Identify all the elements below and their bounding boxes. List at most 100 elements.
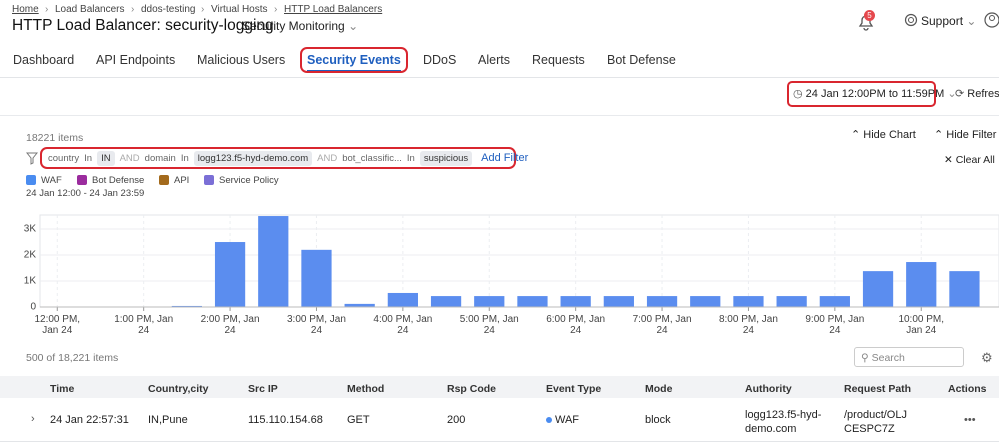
- breadcrumb-item[interactable]: Load Balancers: [55, 4, 125, 15]
- hide-filter[interactable]: ⌃ Hide Filter: [934, 129, 997, 141]
- hide-chart-label: Hide Chart: [863, 129, 916, 141]
- settings-icon[interactable]: ⚙: [981, 350, 993, 365]
- x-tick-label: 5:00 PM, Jan 24: [459, 314, 519, 336]
- breadcrumb-item[interactable]: ddos-testing: [141, 4, 196, 15]
- view-dropdown[interactable]: Security Monitoring ⌄: [242, 19, 359, 33]
- filter-bar: country In IN AND domain In logg123.f5-hyd-dem…: [40, 147, 528, 169]
- column-header: Mode: [645, 383, 673, 395]
- bar: [474, 296, 505, 307]
- x-tick-label: 8:00 PM, Jan 24: [718, 314, 778, 336]
- highlight-box: [300, 47, 408, 73]
- filter-icon: [26, 152, 38, 165]
- cell: IN,Pune: [148, 414, 188, 426]
- filter-value[interactable]: IN: [97, 150, 115, 166]
- table-count: 500 of 18,221 items: [26, 352, 119, 364]
- add-filter[interactable]: Add Filter: [481, 152, 529, 164]
- y-tick-label: 0: [30, 302, 36, 313]
- column-header: Rsp Code: [447, 383, 497, 395]
- legend-checkbox[interactable]: [26, 175, 36, 185]
- page-title: HTTP Load Balancer: security-logging: [12, 17, 274, 34]
- legend-checkbox[interactable]: [159, 175, 169, 185]
- cell: logg123.f5-hyd-demo.com: [745, 409, 822, 435]
- tab[interactable]: Security Events: [307, 53, 401, 67]
- table-header: [0, 376, 999, 398]
- bar: [906, 262, 937, 307]
- hide-filter-label: Hide Filter: [946, 129, 997, 141]
- bar: [258, 216, 289, 307]
- hide-chart[interactable]: ⌃ Hide Chart: [851, 129, 916, 141]
- column-header: Event Type: [546, 383, 602, 395]
- bar: [560, 296, 591, 307]
- support-menu[interactable]: Support ⌄: [921, 14, 977, 28]
- tab[interactable]: Alerts: [478, 53, 510, 67]
- filter-joiner: AND: [317, 152, 338, 164]
- bar: [949, 271, 980, 307]
- refresh-button[interactable]: ⟳ Refresh: [955, 87, 999, 100]
- legend-checkbox[interactable]: [204, 175, 214, 185]
- y-tick-label: 1K: [24, 276, 37, 287]
- tab[interactable]: DDoS: [423, 53, 457, 67]
- legend-label: Service Policy: [219, 175, 279, 186]
- bar: [862, 271, 894, 307]
- support-label: Support: [921, 14, 964, 28]
- bar: [646, 296, 678, 307]
- filter-value[interactable]: logg123.f5-hyd-demo.com: [193, 150, 313, 166]
- filter-value[interactable]: suspicious: [419, 150, 473, 166]
- cell[interactable]: •••: [964, 414, 976, 426]
- breadcrumb-item[interactable]: HTTP Load Balancers: [284, 4, 383, 15]
- x-tick-label: 4:00 PM, Jan 24: [373, 314, 433, 336]
- breadcrumb-separator: ›: [131, 4, 135, 15]
- time-range: 24 Jan 12:00PM to 11:59PM: [805, 88, 945, 100]
- legend-checkbox[interactable]: [77, 175, 87, 185]
- bar: [776, 296, 807, 307]
- column-header: Method: [347, 383, 385, 395]
- expand-row[interactable]: ›: [31, 413, 35, 425]
- y-tick-label: 3K: [24, 224, 37, 235]
- notification-badge: 5: [864, 10, 875, 21]
- breadcrumb-item[interactable]: Home: [12, 4, 39, 15]
- tab[interactable]: API Endpoints: [96, 53, 176, 67]
- legend-label: Bot Defense: [92, 175, 145, 186]
- x-tick-label: 2:00 PM, Jan 24: [200, 314, 260, 336]
- breadcrumb-item[interactable]: Virtual Hosts: [211, 4, 268, 15]
- filter-op: In: [406, 152, 415, 164]
- x-tick-label: 6:00 PM, Jan 24: [546, 314, 606, 336]
- cell: block: [645, 414, 671, 426]
- legend-label: WAF: [41, 175, 62, 186]
- tab[interactable]: Malicious Users: [197, 53, 286, 67]
- filter-key: bot_classific...: [342, 152, 402, 164]
- item-count: 18221 items: [26, 132, 84, 144]
- y-tick-label: 2K: [24, 250, 37, 261]
- refresh-label: Refresh: [967, 88, 999, 100]
- filter-key: country: [48, 152, 80, 164]
- cell: WAF: [555, 414, 580, 426]
- user-icon[interactable]: [983, 11, 999, 29]
- breadcrumb-separator: ›: [274, 4, 278, 15]
- filter-op: In: [180, 152, 189, 164]
- tab[interactable]: Dashboard: [13, 53, 75, 67]
- legend-label: API: [174, 175, 190, 186]
- search-box[interactable]: ⚲ Search: [854, 347, 964, 367]
- bar: [690, 296, 721, 307]
- panel-border: [0, 115, 999, 116]
- bar: [517, 296, 548, 307]
- filter-joiner: AND: [119, 152, 140, 164]
- cell: GET: [347, 414, 370, 426]
- column-header: Actions: [948, 383, 987, 395]
- clear-all[interactable]: ✕ Clear All: [944, 154, 995, 166]
- bar: [430, 296, 462, 307]
- x-tick-label: 12:00 PM, Jan 24: [34, 314, 81, 336]
- filter-key: domain: [144, 152, 176, 164]
- bar: [603, 296, 634, 307]
- tab[interactable]: Requests: [532, 53, 585, 67]
- bar: [214, 242, 246, 307]
- tab[interactable]: Bot Defense: [607, 53, 676, 67]
- breadcrumb-separator: ›: [45, 4, 49, 15]
- support-icon: [904, 13, 918, 27]
- chart-range: 24 Jan 12:00 - 24 Jan 23:59: [26, 188, 145, 199]
- x-tick-label: 3:00 PM, Jan 24: [286, 314, 346, 336]
- x-tick-label: 7:00 PM, Jan 24: [632, 314, 692, 336]
- time-range-picker[interactable]: ◷ 24 Jan 12:00PM to 11:59PM ⌄: [787, 81, 957, 107]
- filter-op: In: [84, 152, 93, 164]
